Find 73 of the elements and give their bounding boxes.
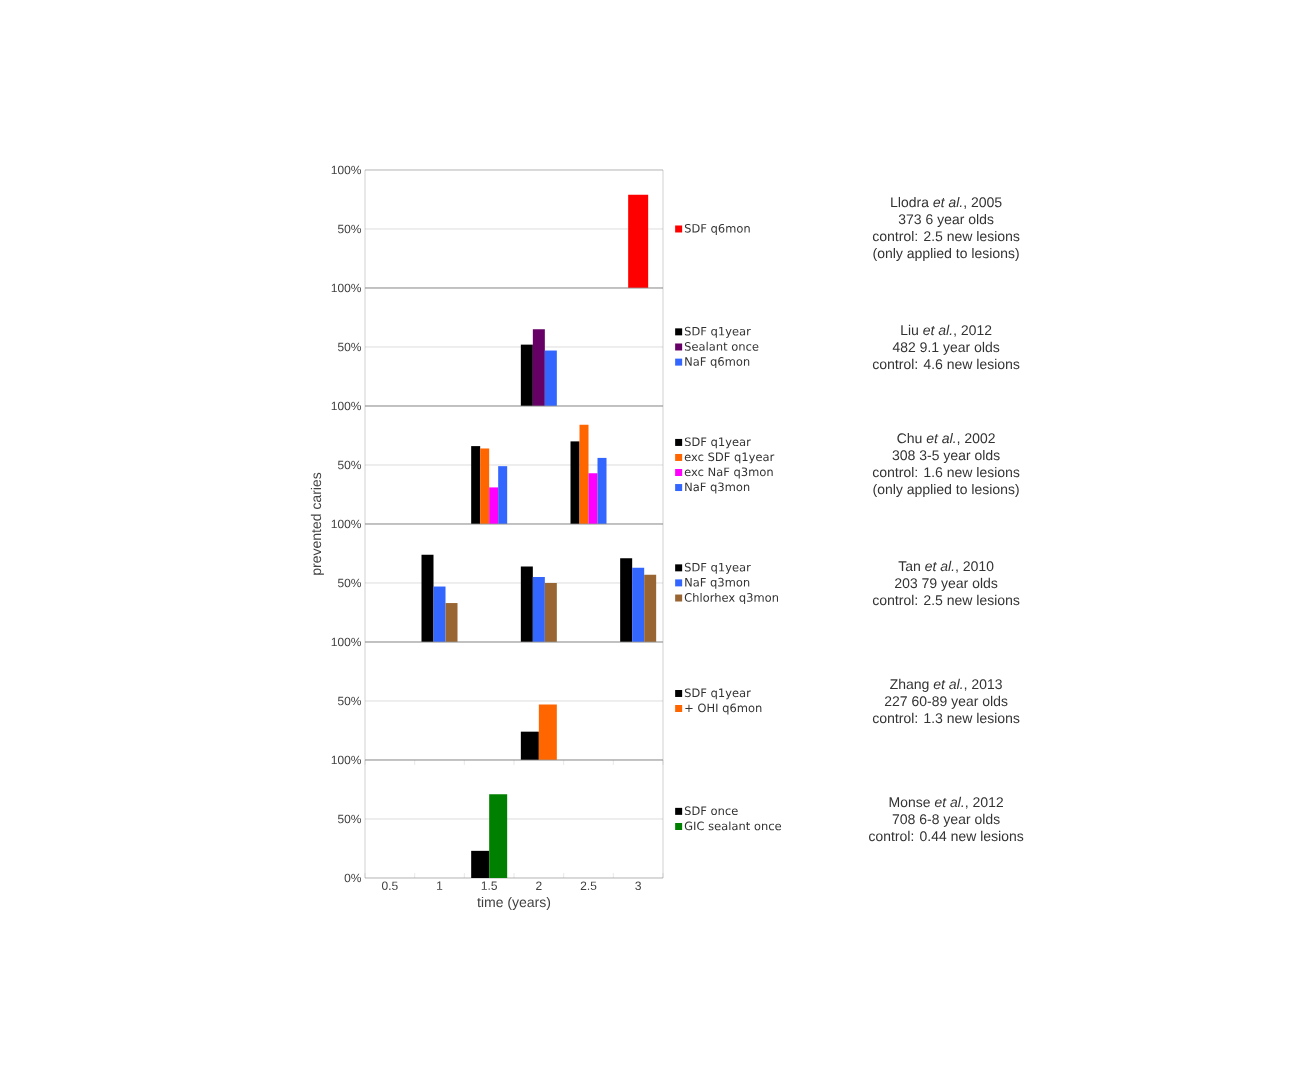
text: Llodra et al., 2005 — [891, 196, 1002, 209]
y-tick-label: 0% — [344, 873, 362, 883]
y-tick-label: 100% — [331, 165, 362, 175]
legend-label: SDF q6mon — [684, 223, 750, 235]
bar — [597, 457, 607, 524]
bar — [644, 574, 657, 642]
text: control: 2.5 new lesions — [872, 230, 1020, 242]
legend-label: Chlorhex q3mon — [684, 592, 778, 605]
x-tick-label: 1.5 — [481, 881, 497, 890]
y-tick-label: 100% — [331, 283, 362, 293]
y-tick-label: 50% — [337, 814, 362, 824]
text: 203 79 year olds — [895, 577, 998, 591]
bar — [480, 448, 490, 524]
text: control: 0.44 new lesions — [869, 830, 1024, 842]
bar — [520, 566, 533, 642]
bar — [588, 473, 598, 524]
bar — [532, 577, 545, 642]
bar — [544, 582, 557, 642]
text: 482 9.1 year olds — [892, 341, 1000, 355]
y-tick-label: 100% — [331, 401, 362, 411]
bar — [498, 466, 508, 524]
y-axis-title: prevented caries — [310, 472, 324, 575]
bar — [489, 487, 499, 524]
text: (only applied to lesions) — [873, 247, 1019, 261]
legend-label: SDF q1year — [684, 562, 751, 574]
y-tick-label: 50% — [337, 578, 362, 588]
legend-label: GIC sealant once — [684, 821, 782, 831]
legend-label: exc NaF q3mon — [684, 467, 773, 479]
y-tick-label: 50% — [337, 460, 362, 470]
legend-label: SDF once — [684, 806, 738, 816]
text: Tan et al., 2010 — [898, 560, 994, 573]
text: 373 6 year olds — [898, 213, 994, 227]
text: Zhang et al., 2013 — [890, 678, 1002, 692]
text: control: 2.5 new lesions — [872, 594, 1020, 606]
legend-label: SDF q1year — [684, 437, 751, 449]
text: control: 4.6 new lesions — [872, 358, 1020, 370]
text: 227 60-89 year olds — [884, 695, 1008, 709]
text: Monse et al., 2012 — [889, 796, 1003, 809]
bar — [433, 586, 446, 642]
y-tick-label: 100% — [331, 519, 362, 529]
text: Liu et al., 2012 — [901, 324, 992, 337]
bar — [445, 603, 458, 642]
text: Chu et al., 2002 — [897, 432, 995, 445]
x-axis-title: time (years) — [477, 896, 551, 910]
bar — [620, 558, 633, 642]
text: control: 1.6 new lesions — [872, 466, 1020, 478]
text: 708 6-8 year olds — [892, 813, 1000, 827]
y-tick-label: 50% — [337, 342, 362, 352]
bar — [570, 441, 580, 524]
x-tick-label: 0.5 — [381, 881, 398, 891]
legend-label: exc SDF q1year — [684, 452, 775, 464]
x-tick-label: 1 — [437, 881, 443, 890]
y-tick-label: 100% — [331, 755, 362, 765]
y-tick-label: 50% — [337, 224, 362, 234]
bar — [632, 567, 645, 642]
text: 308 3-5 year olds — [892, 449, 1000, 464]
legend-label: NaF q3mon — [685, 577, 750, 589]
legend-label: NaF q3mon — [685, 482, 750, 494]
bar — [421, 554, 434, 642]
legend-label: SDF q1year — [684, 326, 751, 338]
bar — [579, 424, 589, 524]
x-tick-label: 3 — [635, 881, 641, 891]
x-tick-label: 2 — [536, 881, 542, 890]
text: control: 1.3 new lesions — [872, 712, 1020, 724]
y-tick-label: 50% — [337, 696, 362, 706]
y-tick-label: 100% — [331, 637, 362, 647]
legend-label: Sealant once — [684, 341, 759, 351]
legend-label: + OHI q6mon — [685, 703, 762, 715]
legend-label: NaF q6mon — [685, 357, 750, 369]
legend-label: SDF q1year — [684, 688, 751, 700]
bar — [471, 446, 481, 524]
text: (only applied to lesions) — [873, 483, 1019, 498]
x-tick-label: 2.5 — [580, 881, 597, 891]
